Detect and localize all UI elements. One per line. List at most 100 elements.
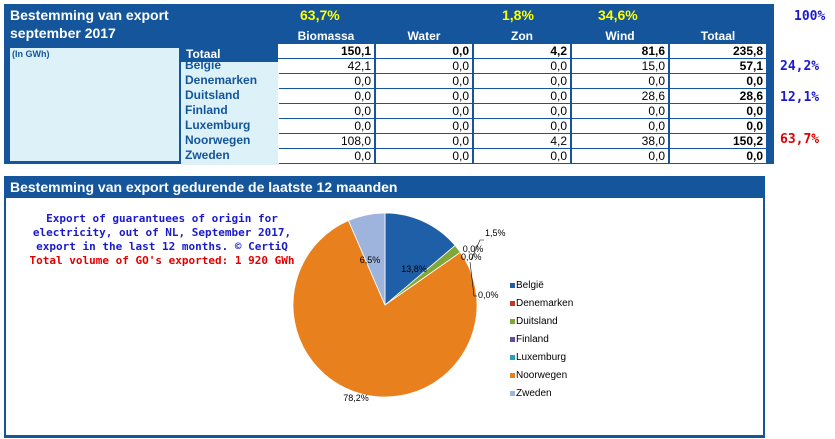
pie-data-label-finland: 0,0% bbox=[461, 252, 482, 262]
cell-wind: 15,0 bbox=[572, 59, 668, 73]
legend-item-duitsland: Duitsland bbox=[510, 316, 558, 327]
legend-item-zweden: Zweden bbox=[510, 388, 552, 399]
country-column bbox=[181, 62, 279, 165]
cell-water: 0,0 bbox=[376, 104, 472, 118]
cell-wind: 0,0 bbox=[572, 119, 668, 133]
cell-zon: 0,0 bbox=[474, 149, 570, 163]
cell-totaal: 0,0 bbox=[670, 104, 766, 118]
cell-zon: 4,2 bbox=[474, 134, 570, 148]
country-label: Luxemburg bbox=[185, 118, 251, 132]
note-line-2: electricity, out of NL, September 2017, bbox=[32, 226, 292, 239]
cell-zon: 0,0 bbox=[474, 59, 570, 73]
col-header-biomassa: Biomassa bbox=[297, 29, 355, 43]
pie-data-label-zweden: 6,5% bbox=[360, 255, 381, 265]
pct-wind: 34,6% bbox=[598, 7, 638, 23]
cell-totaal: 57,1 bbox=[670, 59, 766, 73]
legend-item-luxemburg: Luxemburg bbox=[510, 352, 566, 363]
legend-label: Finland bbox=[516, 334, 549, 345]
legend-label: België bbox=[516, 280, 544, 291]
total-row-label: Totaal bbox=[182, 46, 279, 62]
cell-totaal: 150,2 bbox=[670, 134, 766, 148]
cell-zon: 0,0 bbox=[474, 119, 570, 133]
cell-zon: 0,0 bbox=[474, 89, 570, 103]
col-header-totaal: Totaal bbox=[700, 29, 736, 43]
table-title: Bestemming van export bbox=[10, 7, 169, 23]
country-label: Duitsland bbox=[185, 88, 240, 102]
side-pct-duitsland: 12,1% bbox=[780, 90, 820, 105]
label-leader-line bbox=[470, 239, 484, 261]
unit-pane: (In GWh) bbox=[10, 48, 179, 161]
cell-water: 0,0 bbox=[376, 74, 472, 88]
pct-zon: 1,8% bbox=[502, 7, 534, 23]
pie-slice-belgië bbox=[384, 212, 456, 306]
legend-item-finland: Finland bbox=[510, 334, 549, 345]
col-header-water: Water bbox=[407, 29, 441, 43]
cell-wind: 0,0 bbox=[572, 104, 668, 118]
cell-water: 0,0 bbox=[376, 134, 472, 148]
side-pct-noorwegen: 63,7% bbox=[780, 132, 820, 147]
cell-biomassa: 0,0 bbox=[278, 149, 374, 163]
legend-swatch bbox=[510, 283, 515, 288]
note-line-3: export in the last 12 months. © CertiQ bbox=[36, 240, 288, 253]
cell-biomassa: 0,0 bbox=[278, 119, 374, 133]
cell-biomassa: 0,0 bbox=[278, 104, 374, 118]
cell-wind: 0,0 bbox=[572, 74, 668, 88]
total-cell-water: 0,0 bbox=[376, 44, 472, 58]
cell-totaal: 0,0 bbox=[670, 74, 766, 88]
cell-water: 0,0 bbox=[376, 149, 472, 163]
note-line-4: Total volume of GO's exported: 1 920 GWh bbox=[29, 254, 295, 267]
cell-water: 0,0 bbox=[376, 59, 472, 73]
legend-swatch bbox=[510, 373, 515, 378]
total-cell-wind: 81,6 bbox=[572, 44, 668, 58]
pct-total: 100% bbox=[794, 9, 826, 24]
chart-panel: Bestemming van export gedurende de laats… bbox=[4, 176, 765, 438]
legend-item-belgië: België bbox=[510, 280, 544, 291]
pie-data-label-luxemburg: 0,0% bbox=[478, 290, 499, 300]
pie-slice-noorwegen bbox=[292, 220, 478, 398]
pie-data-label-duitsland: 1,5% bbox=[485, 228, 506, 238]
legend-label: Duitsland bbox=[516, 316, 558, 327]
legend-label: Noorwegen bbox=[516, 370, 568, 381]
legend-swatch bbox=[510, 355, 515, 360]
legend-swatch bbox=[510, 337, 515, 342]
legend-swatch bbox=[510, 319, 515, 324]
cell-totaal: 0,0 bbox=[670, 149, 766, 163]
pie-chart: 13,8%0,0%1,5%0,0%0,0%78,2%6,5% bbox=[292, 212, 506, 403]
cell-zon: 0,0 bbox=[474, 74, 570, 88]
side-pct-belgie: 24,2% bbox=[780, 59, 820, 74]
country-label: Zweden bbox=[185, 148, 230, 162]
legend-swatch bbox=[510, 391, 515, 396]
country-label: Denemarken bbox=[185, 73, 258, 87]
country-label: Noorwegen bbox=[185, 133, 251, 147]
country-label: België bbox=[185, 58, 222, 72]
pie-data-label-noorwegen: 78,2% bbox=[343, 393, 369, 403]
note-line-1: Export of guarantuees of origin for bbox=[46, 212, 278, 225]
legend-item-denemarken: Denemarken bbox=[510, 298, 574, 309]
col-header-zon: Zon bbox=[511, 29, 533, 43]
cell-water: 0,0 bbox=[376, 89, 472, 103]
chart-panel-title: Bestemming van export gedurende de laats… bbox=[10, 179, 398, 195]
cell-biomassa: 0,0 bbox=[278, 89, 374, 103]
legend-label: Zweden bbox=[516, 388, 552, 399]
legend-swatch bbox=[510, 301, 515, 306]
total-cell-biomassa: 150,1 bbox=[278, 44, 374, 58]
country-label: Finland bbox=[185, 103, 228, 117]
total-cell-totaal: 235,8 bbox=[670, 44, 766, 58]
cell-wind: 0,0 bbox=[572, 149, 668, 163]
cell-biomassa: 108,0 bbox=[278, 134, 374, 148]
cell-wind: 28,6 bbox=[572, 89, 668, 103]
cell-totaal: 0,0 bbox=[670, 119, 766, 133]
pie-data-label-belgië: 13,8% bbox=[401, 264, 427, 274]
pie-slice-zweden bbox=[347, 212, 386, 306]
total-cell-zon: 4,2 bbox=[474, 44, 570, 58]
table-subtitle: september 2017 bbox=[10, 25, 116, 41]
chart-area: Export of guarantuees of origin for elec… bbox=[6, 198, 763, 435]
cell-zon: 0,0 bbox=[474, 104, 570, 118]
label-leader-line bbox=[469, 261, 477, 297]
legend-label: Denemarken bbox=[516, 298, 574, 309]
cell-wind: 38,0 bbox=[572, 134, 668, 148]
unit-label: (In GWh) bbox=[12, 49, 50, 59]
legend-item-noorwegen: Noorwegen bbox=[510, 370, 568, 381]
cell-biomassa: 42,1 bbox=[278, 59, 374, 73]
cell-water: 0,0 bbox=[376, 119, 472, 133]
